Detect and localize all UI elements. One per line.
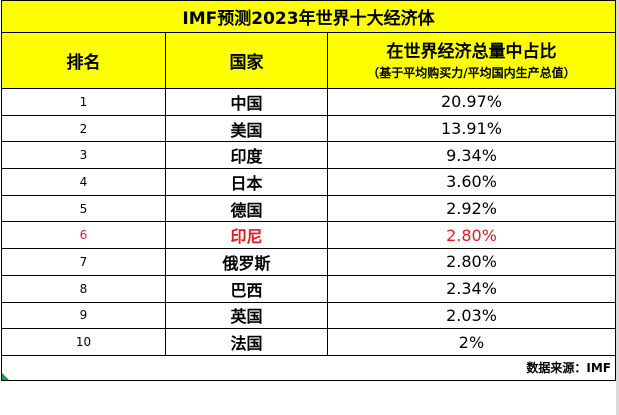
share-cell[interactable]: 2% (327, 328, 616, 356)
table-row: 2 美国 13.91% (1, 114, 616, 143)
share-cell[interactable]: 20.97% (327, 88, 616, 116)
rank-cell[interactable]: 2 (1, 114, 166, 143)
source-row: 数据来源：IMF (1, 354, 616, 381)
header-share[interactable]: 在世界经济总量中占比 （基于平均购买力/平均国内生产总值） (327, 32, 616, 89)
share-cell[interactable]: 3.60% (327, 168, 616, 196)
table-row: 4 日本 3.60% (1, 168, 616, 196)
source-text: 数据来源：IMF (526, 361, 611, 376)
rank-cell[interactable]: 1 (1, 88, 166, 116)
rank-cell[interactable]: 4 (1, 168, 166, 196)
header-rank[interactable]: 排名 (1, 32, 166, 89)
share-cell[interactable]: 9.34% (327, 141, 616, 170)
rank-cell[interactable]: 3 (1, 141, 166, 170)
table-row: 1 中国 20.97% (1, 88, 616, 116)
table-row: 7 俄罗斯 2.80% (1, 248, 616, 276)
table-row: 6 印尼 2.80% (1, 221, 616, 250)
rank-cell[interactable]: 6 (1, 221, 166, 250)
source-note[interactable]: 数据来源：IMF (1, 354, 616, 381)
country-cell[interactable]: 英国 (165, 301, 328, 330)
cell-comment-marker-icon (2, 372, 9, 380)
country-cell[interactable]: 俄罗斯 (165, 248, 328, 276)
window-edge (616, 0, 619, 415)
country-cell[interactable]: 印度 (165, 141, 328, 170)
share-cell[interactable]: 2.80% (327, 221, 616, 250)
country-cell[interactable]: 巴西 (165, 274, 328, 303)
share-cell[interactable]: 2.03% (327, 301, 616, 330)
table-row: 8 巴西 2.34% (1, 274, 616, 303)
rank-cell[interactable]: 9 (1, 301, 166, 330)
share-cell[interactable]: 2.34% (327, 274, 616, 303)
table-row: 10 法国 2% (1, 328, 616, 356)
header-country[interactable]: 国家 (165, 32, 328, 89)
table-row: 5 德国 2.92% (1, 194, 616, 223)
country-cell[interactable]: 中国 (165, 88, 328, 116)
country-cell[interactable]: 日本 (165, 168, 328, 196)
country-cell[interactable]: 德国 (165, 194, 328, 223)
title-row: IMF预测2023年世界十大经济体 (1, 0, 616, 33)
table-title[interactable]: IMF预测2023年世界十大经济体 (1, 0, 616, 33)
rank-cell[interactable]: 8 (1, 274, 166, 303)
rank-cell[interactable]: 10 (1, 328, 166, 356)
table-body: IMF预测2023年世界十大经济体 排名 国家 在世界经济总量中占比 （基于平均… (1, 0, 616, 381)
share-cell[interactable]: 2.80% (327, 248, 616, 276)
country-cell[interactable]: 法国 (165, 328, 328, 356)
rank-cell[interactable]: 7 (1, 248, 166, 276)
rank-cell[interactable]: 5 (1, 194, 166, 223)
economy-ranking-table: IMF预测2023年世界十大经济体 排名 国家 在世界经济总量中占比 （基于平均… (1, 0, 616, 381)
country-cell[interactable]: 印尼 (165, 221, 328, 250)
share-cell[interactable]: 2.92% (327, 194, 616, 223)
header-share-sub: （基于平均购买力/平均国内生产总值） (367, 65, 576, 80)
table-row: 9 英国 2.03% (1, 301, 616, 330)
header-row: 排名 国家 在世界经济总量中占比 （基于平均购买力/平均国内生产总值） (1, 32, 616, 89)
country-cell[interactable]: 美国 (165, 114, 328, 143)
share-cell[interactable]: 13.91% (327, 114, 616, 143)
header-share-main: 在世界经济总量中占比 (386, 41, 557, 62)
table-row: 3 印度 9.34% (1, 141, 616, 170)
